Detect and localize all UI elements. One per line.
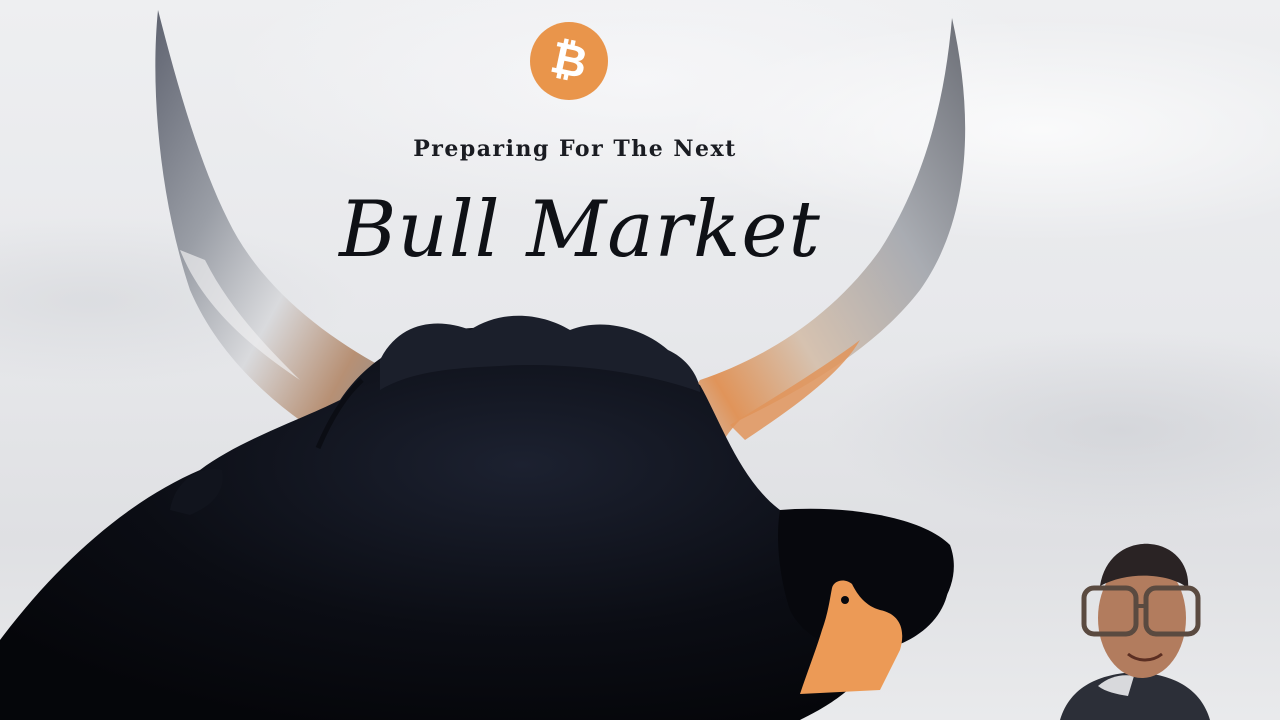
left-horn-highlight: [180, 250, 300, 380]
avatar-shoulders: [1060, 672, 1210, 720]
right-horn: [691, 18, 966, 478]
bitcoin-glyph: ₿: [546, 31, 592, 90]
bitcoin-icon: ₿: [530, 22, 608, 100]
title: Bull Market: [339, 185, 821, 275]
ear-tag: [800, 580, 903, 694]
avatar-hair: [1100, 543, 1189, 588]
avatar-glasses-left: [1081, 585, 1139, 637]
bull-ear-left: [170, 469, 223, 515]
ear-tag-hole: [841, 596, 849, 604]
bull-ear: [778, 508, 954, 650]
right-horn-orange: [730, 340, 860, 440]
fur-tuft: [380, 315, 700, 392]
bull-head: [0, 327, 949, 720]
horn-strap: [315, 378, 364, 449]
subtitle: Preparing For The Next: [413, 136, 737, 162]
presenter-avatar: [1060, 543, 1210, 720]
avatar-glasses-right: [1143, 585, 1201, 637]
left-horn: [155, 10, 392, 440]
avatar-collar: [1098, 675, 1134, 696]
avatar-smile: [1127, 652, 1163, 662]
